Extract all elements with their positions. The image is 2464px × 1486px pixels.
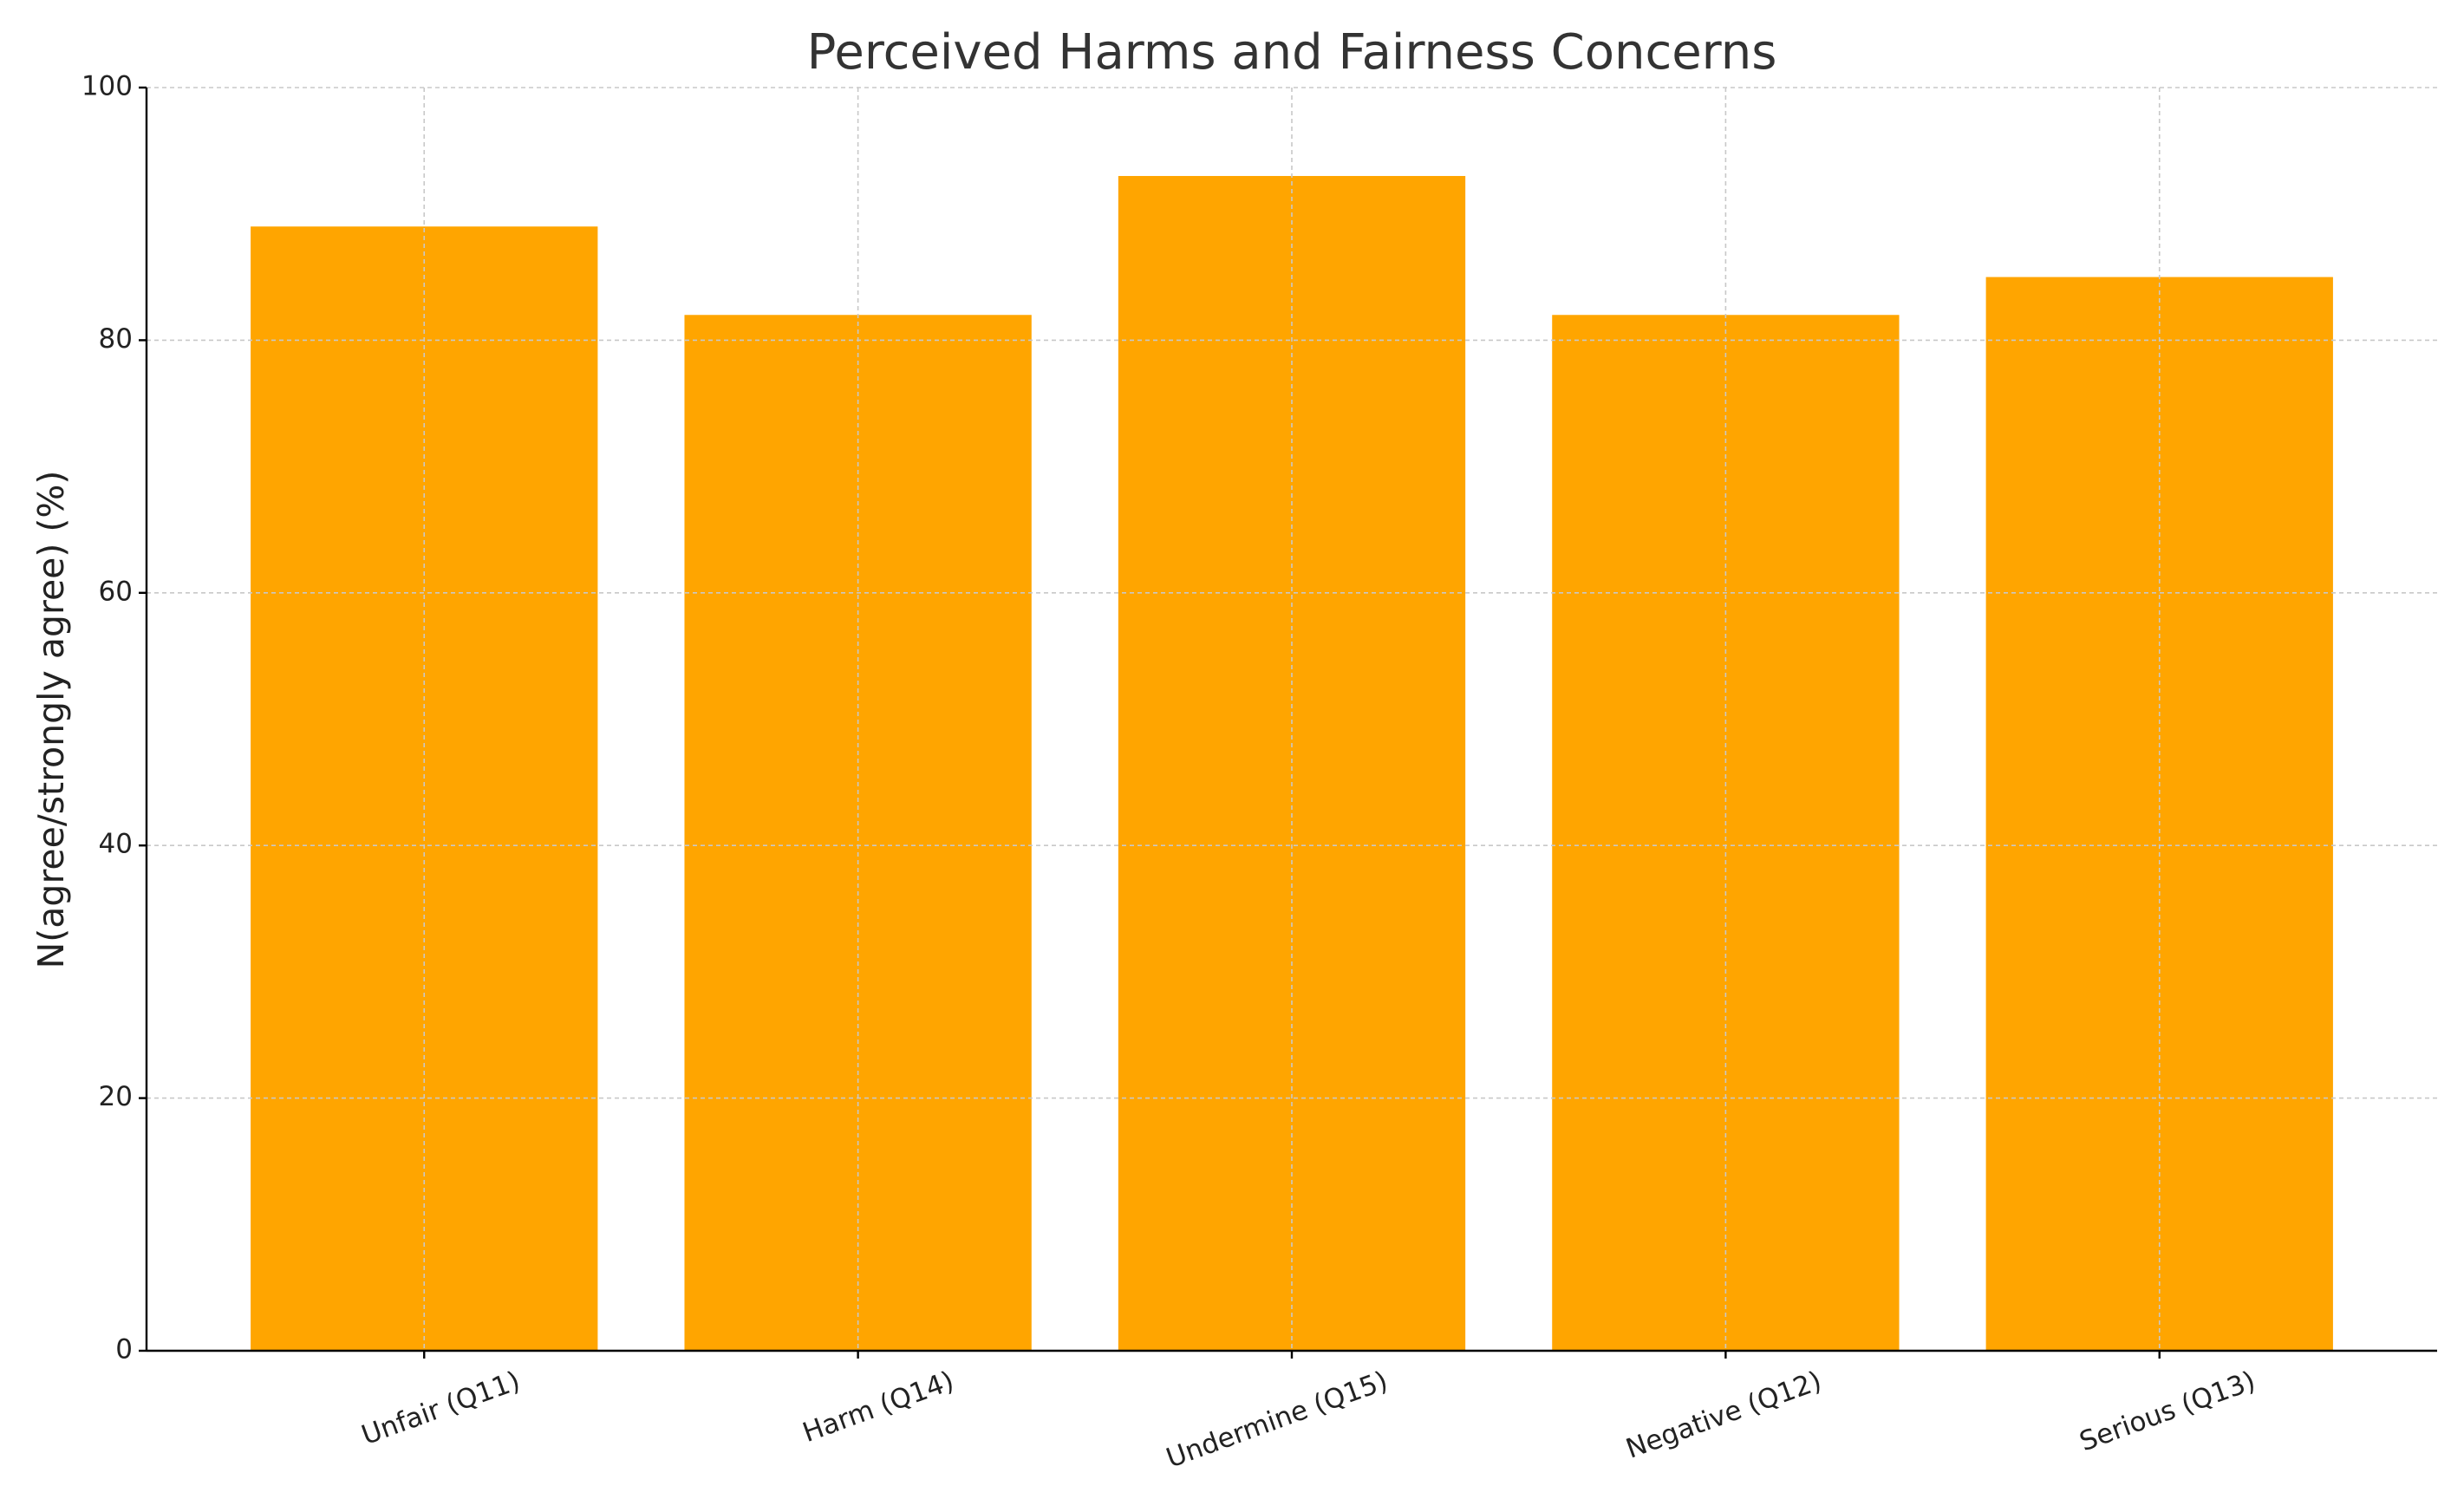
y-tick-label: 40 — [99, 829, 133, 860]
y-tick-label: 20 — [99, 1081, 133, 1112]
bar — [251, 226, 598, 1351]
x-tick-label: Unfair (Q11) — [357, 1365, 524, 1451]
x-tick-label: Undermine (Q15) — [1163, 1365, 1392, 1475]
x-tick-label: Harm (Q14) — [799, 1365, 958, 1449]
x-tick-label: Serious (Q13) — [2076, 1365, 2259, 1458]
y-tick-label: 0 — [115, 1334, 133, 1365]
x-tick-label: Negative (Q12) — [1622, 1365, 1826, 1465]
y-tick-label: 100 — [81, 71, 133, 102]
y-axis-label: N(agree/strongly agree) (%) — [30, 471, 72, 969]
y-tick-label: 80 — [99, 323, 133, 355]
chart-title: Perceived Harms and Fairness Concerns — [807, 24, 1777, 81]
y-tick-label: 60 — [99, 576, 133, 607]
